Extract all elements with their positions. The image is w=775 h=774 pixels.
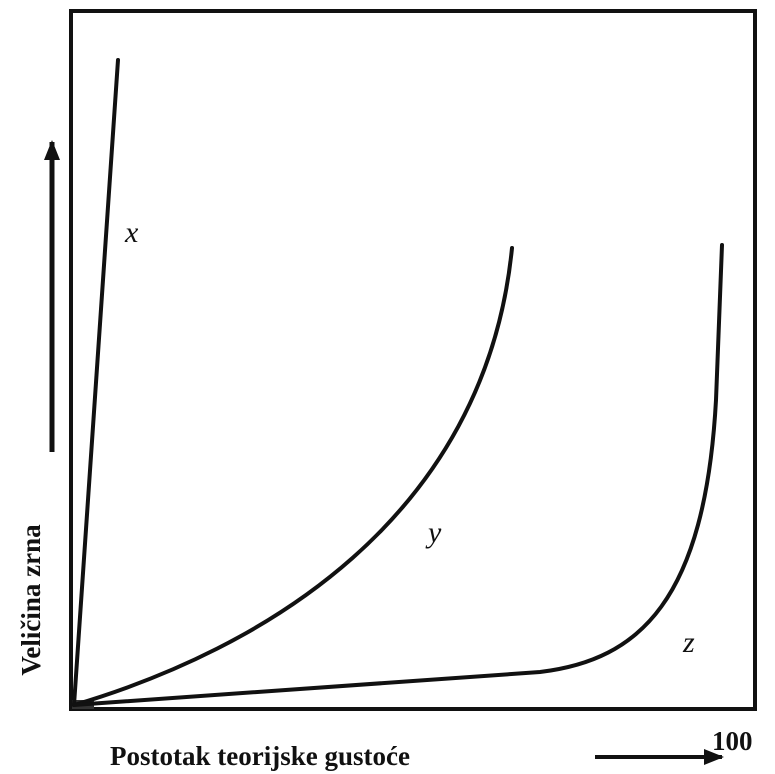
x-end-label: 100 xyxy=(712,726,753,756)
curve-y xyxy=(72,246,514,707)
curve-z xyxy=(72,243,724,707)
curve-x xyxy=(72,58,120,707)
plot-frame xyxy=(69,9,757,711)
curve-label: x xyxy=(124,216,139,249)
x-axis-label: Postotak teorijske gustoće xyxy=(110,741,410,771)
y-axis-label: Veličina zrna xyxy=(16,524,46,676)
curve-label: z xyxy=(682,626,695,659)
curve-label: y xyxy=(425,516,442,549)
